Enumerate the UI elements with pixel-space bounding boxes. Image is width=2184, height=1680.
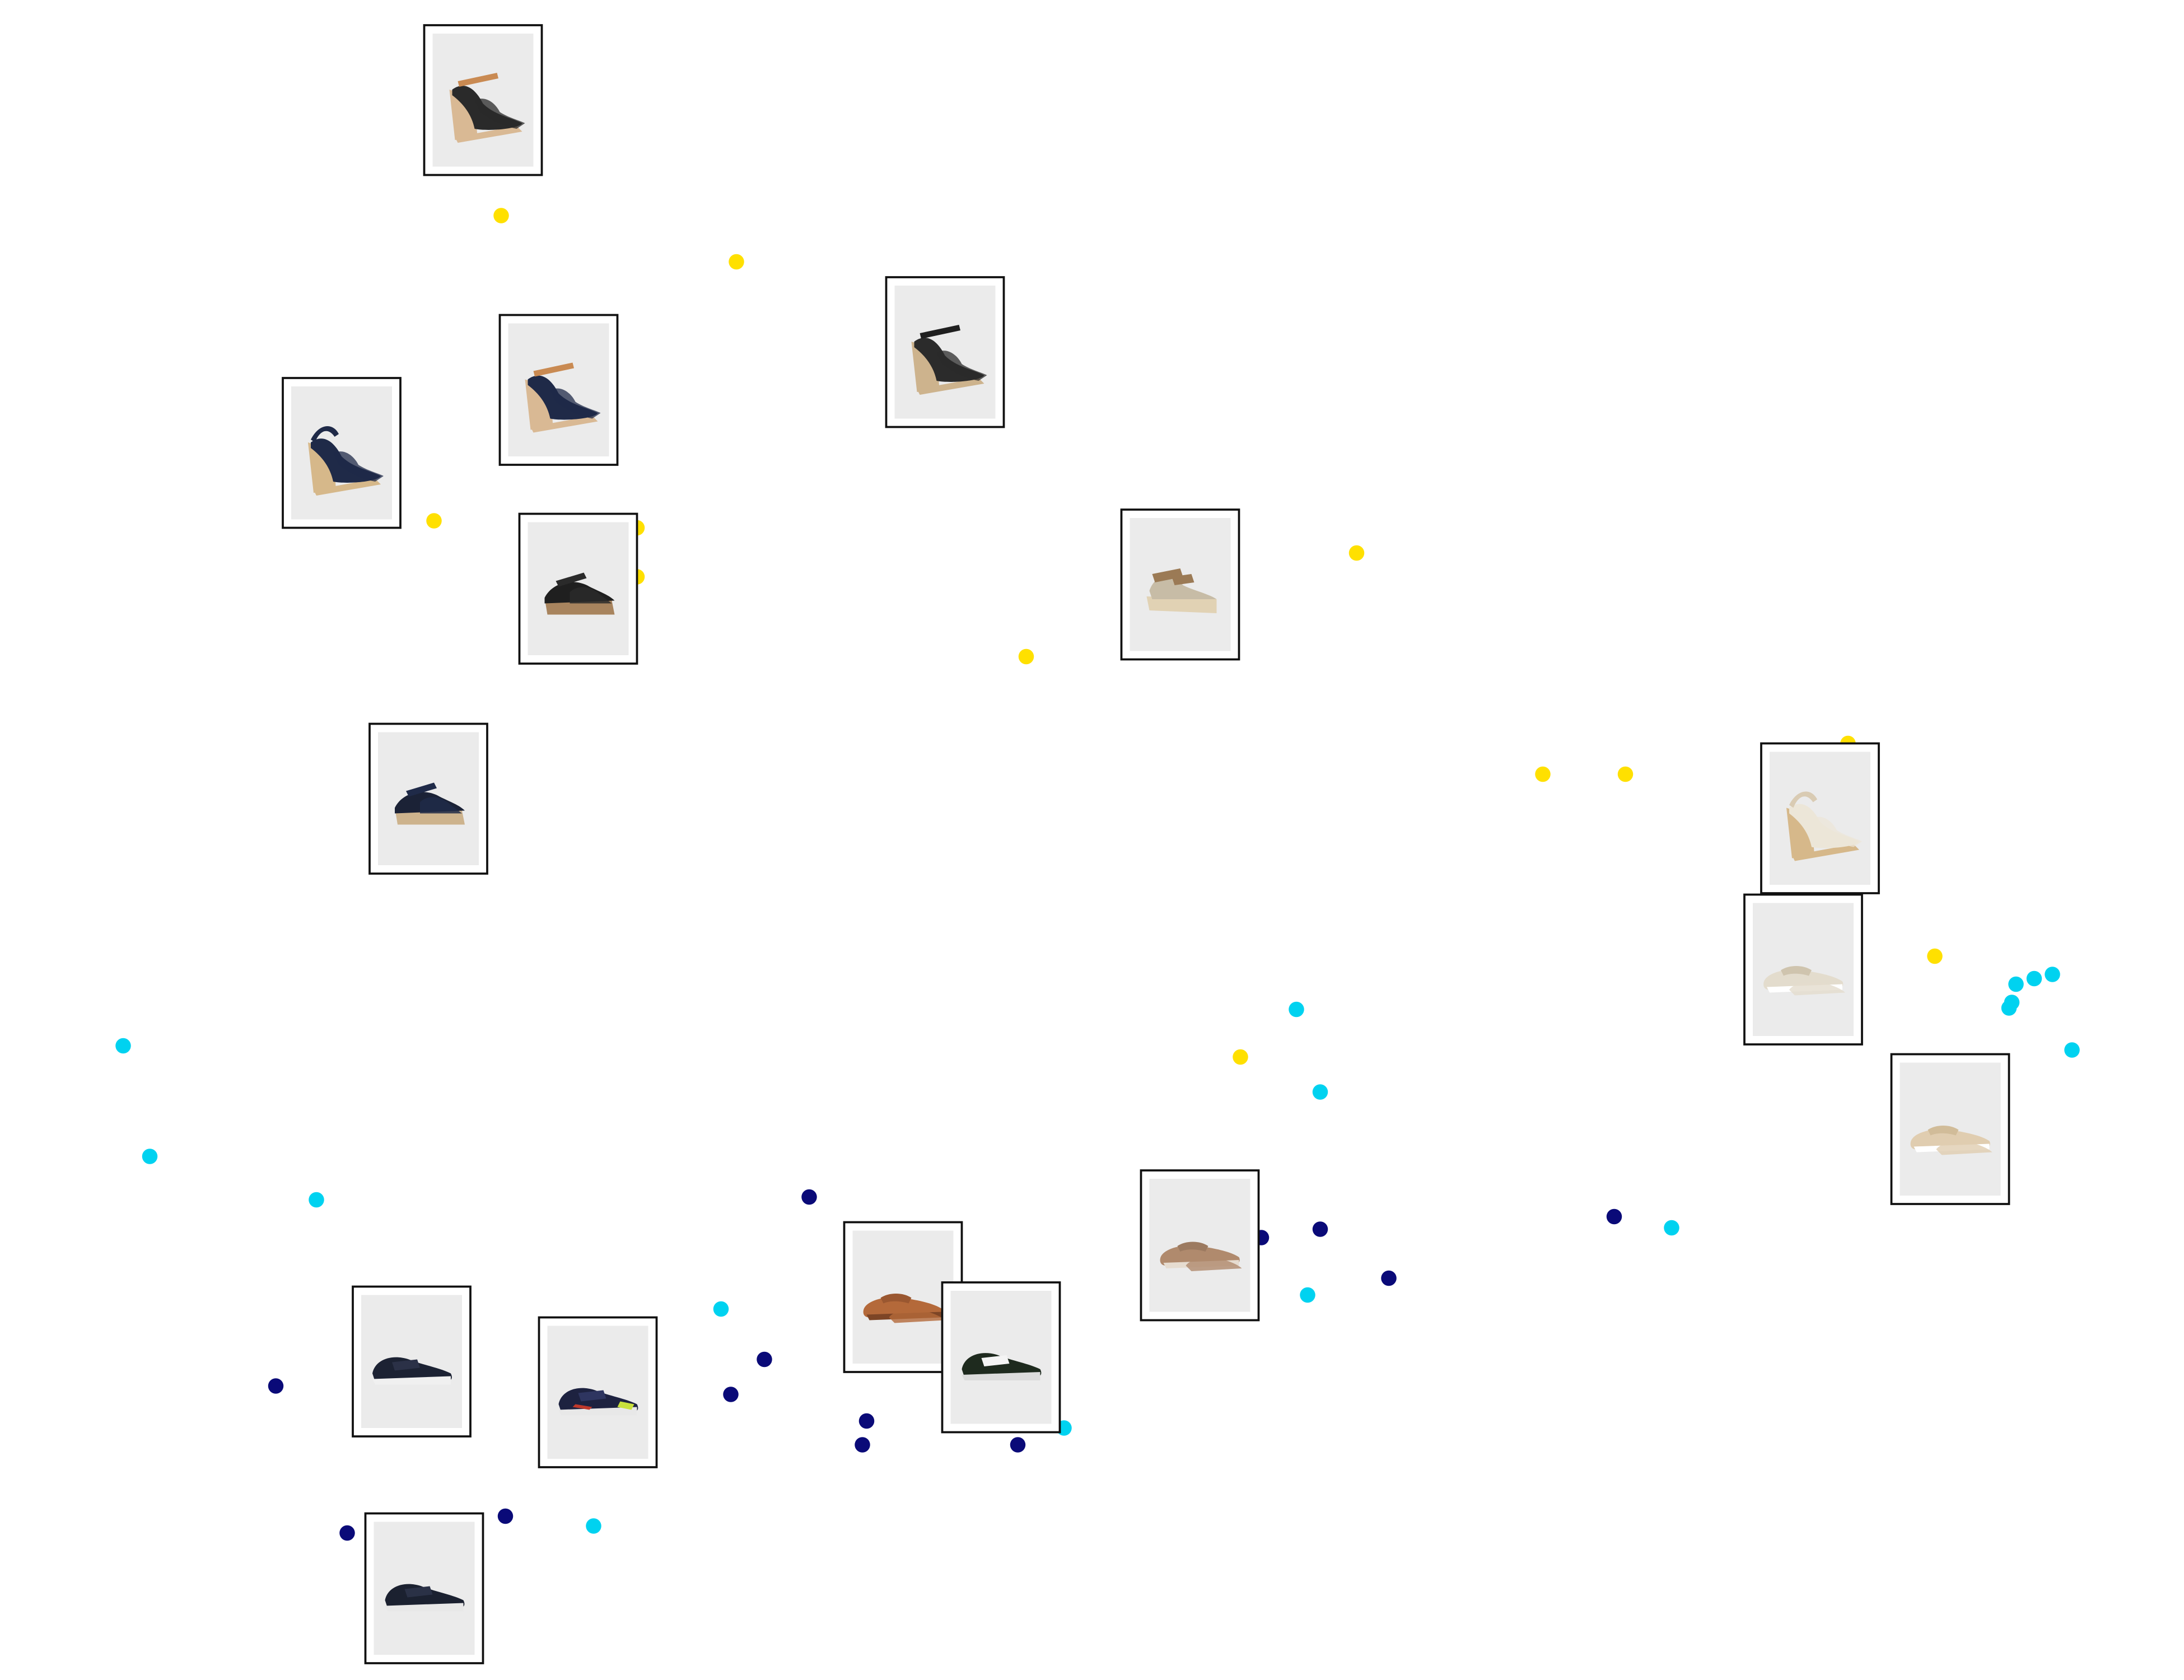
- product-thumbnail: [1120, 508, 1240, 661]
- scatter-point: [713, 1301, 729, 1317]
- running-sneaker-icon: [558, 1388, 638, 1416]
- scatter-point: [142, 1149, 158, 1164]
- scatter-point: [855, 1437, 870, 1453]
- scatter-point: [426, 513, 442, 529]
- espadrille-sandal-icon: [1146, 568, 1217, 613]
- product-thumbnail: [368, 722, 488, 875]
- scatter-point: [1664, 1220, 1679, 1236]
- product-thumbnail: [364, 1512, 484, 1664]
- scatter-point: [1312, 1084, 1328, 1100]
- scatter-point: [1300, 1287, 1315, 1303]
- scatter-point: [1927, 948, 1943, 964]
- scatter-point: [1606, 1208, 1622, 1225]
- sneaker-icon: [372, 1357, 452, 1385]
- thumbnails-layer: [282, 24, 2010, 1664]
- product-thumbnail: [498, 314, 619, 466]
- product-thumbnail: [423, 24, 543, 176]
- loafer-icon: [1160, 1242, 1242, 1271]
- product-thumbnail: [885, 276, 1005, 428]
- wedge-espadrille-icon: [544, 572, 615, 615]
- product-thumbnail: [282, 377, 402, 529]
- wedge-slingback-icon: [308, 426, 384, 496]
- scatter-point: [1535, 766, 1551, 782]
- scatter-point: [115, 1038, 131, 1054]
- wedge-sandal-icon: [449, 73, 525, 143]
- wedge-sandal-icon: [911, 325, 987, 395]
- wedge-slingback-icon: [1786, 791, 1862, 861]
- scatter-point: [1617, 766, 1634, 782]
- scatter-point: [2026, 970, 2042, 987]
- sneaker-icon: [385, 1584, 465, 1612]
- scatter-point: [1018, 648, 1034, 665]
- scatter-point: [801, 1189, 817, 1205]
- product-thumbnail: [1743, 893, 1863, 1046]
- scatter-point: [493, 208, 509, 223]
- product-thumbnail: [1890, 1053, 2010, 1205]
- scatter-point: [309, 1192, 324, 1208]
- slip-on-icon: [1910, 1126, 1992, 1155]
- scatter-point: [858, 1413, 875, 1429]
- scatter-point: [1289, 1001, 1304, 1018]
- scatter-point: [339, 1525, 355, 1541]
- product-thumbnail: [518, 512, 638, 665]
- scatter-point: [723, 1387, 739, 1402]
- scatter-point: [1348, 545, 1365, 561]
- sneaker-icon: [962, 1353, 1042, 1380]
- scatter-point: [1312, 1221, 1328, 1237]
- wedge-sandal-icon: [525, 362, 601, 433]
- product-thumbnail: [941, 1281, 1061, 1434]
- product-thumbnail: [352, 1285, 472, 1438]
- loafer-icon: [863, 1294, 945, 1323]
- scatter-point: [729, 254, 744, 270]
- slip-on-icon: [1763, 966, 1845, 996]
- product-thumbnail: [538, 1316, 658, 1468]
- scatter-point: [497, 1508, 514, 1524]
- scatter-point: [1381, 1270, 1397, 1286]
- scatter-point: [268, 1378, 284, 1394]
- product-thumbnail: [1140, 1169, 1260, 1322]
- wedge-espadrille-icon: [395, 782, 465, 825]
- scatter-point: [2064, 1042, 2080, 1058]
- scatter-point: [2008, 976, 2024, 992]
- product-thumbnail: [1760, 742, 1880, 894]
- scatter-point: [1010, 1437, 1026, 1453]
- scatter-point: [1233, 1049, 1248, 1065]
- scatter-point: [2001, 1000, 2017, 1016]
- scatter-point: [2045, 967, 2060, 982]
- scatter-point: [757, 1351, 772, 1368]
- scatter-point: [586, 1518, 601, 1534]
